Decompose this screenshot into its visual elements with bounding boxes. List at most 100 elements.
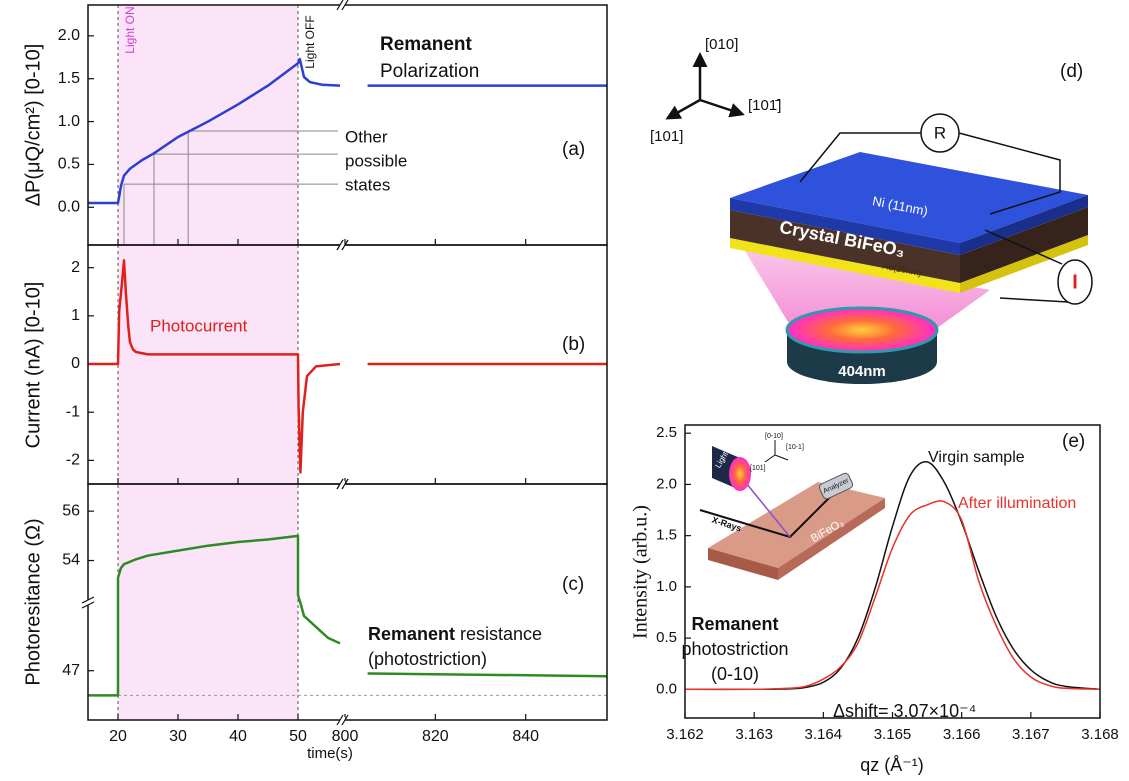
axis-break-mark: [81, 596, 95, 604]
panel-label: (c): [562, 574, 584, 595]
y-tick-label: 1.0: [656, 578, 677, 595]
x-tick-label: 20: [109, 728, 127, 745]
crystal-layer-side: [960, 207, 1088, 283]
inset-label: [10-1]: [786, 444, 804, 451]
axis-break-gap: [340, 2, 345, 8]
y-tick-label: 2: [71, 259, 80, 276]
data-line: [88, 57, 607, 205]
y-tick-label: -2: [66, 452, 80, 469]
panel-label: (d): [1060, 61, 1083, 82]
nickel-layer-front: [730, 198, 960, 255]
x-axis-label: qz (Å⁻¹): [860, 755, 924, 775]
axis-arrow: [665, 98, 701, 120]
axis-arrow: [699, 98, 745, 118]
y-tick-label: 54: [62, 552, 80, 569]
inset-axis: [774, 454, 789, 461]
y-tick-label: 0: [71, 355, 80, 372]
y-axis-label: Intensity (arb.u.): [630, 505, 652, 639]
x-tick-label: 30: [169, 728, 187, 745]
panel-label: (a): [562, 139, 585, 160]
annotation: photostriction: [681, 639, 788, 659]
annotation: resistance: [460, 624, 542, 644]
y-tick-label: 0.0: [656, 680, 677, 697]
y-axis-label: Photoresitance (Ω): [22, 518, 44, 685]
laser-aperture: [785, 306, 939, 354]
axis-break-mark: [341, 478, 349, 490]
inset-label: [0-10]: [765, 433, 783, 440]
axis-break-gap: [340, 242, 345, 248]
axis-label: [101]: [650, 128, 683, 145]
x-tick-label: 3.167: [1012, 726, 1050, 743]
annotation: Remanent: [380, 34, 473, 55]
x-tick-label: 3.166: [943, 726, 981, 743]
plot-frame: [684, 424, 1101, 719]
x-axis-label: time(s): [307, 745, 353, 762]
resistor-label: R: [934, 123, 946, 142]
axis-label: [010]: [705, 36, 738, 53]
y-tick-label: 1.5: [58, 70, 80, 87]
light-cone: [742, 246, 990, 328]
y-axis-label: Current (nA) [0-10]: [22, 282, 44, 449]
wire: [958, 132, 1061, 215]
wire: [999, 297, 1069, 303]
annotation: Remanent: [691, 614, 778, 634]
axis-break-mark: [336, 478, 344, 490]
crystal-layer: [730, 210, 960, 283]
y-tick-label: -1: [66, 403, 80, 420]
nickel-layer-side: [960, 195, 1088, 255]
y-axis-label: ΔP(μQ/cm²) [0-10]: [22, 44, 44, 207]
crystal-diagram: [010] [101] [101̄] (d) Ni (11nm) Crystal…: [650, 36, 1093, 384]
inset-axis: [764, 454, 776, 463]
wire: [984, 229, 1063, 265]
sample-top: [708, 482, 885, 568]
axis-break-gap: [85, 600, 91, 605]
annotation: states: [345, 175, 390, 194]
resistor: [920, 113, 960, 153]
y-tick-label: 2.0: [58, 27, 80, 44]
axis-break-mark: [81, 601, 95, 609]
annotation: (0-10): [711, 664, 759, 684]
series-label: Virgin sample: [928, 449, 1025, 466]
axis-break-mark: [341, 0, 349, 11]
axis-label: [101̄]: [748, 97, 781, 114]
y-tick-label: 0.5: [656, 629, 677, 646]
y-tick-label: 56: [62, 502, 80, 519]
annotation: Photocurrent: [150, 316, 248, 335]
annotation: (photostriction): [368, 649, 487, 669]
annotation: Light OFF: [303, 15, 317, 68]
data-line: [684, 461, 1101, 691]
y-tick-label: 0.5: [58, 156, 80, 173]
y-tick-label: 2.0: [656, 475, 677, 492]
ammeter-label: I: [1072, 271, 1078, 293]
data-line: [88, 534, 608, 697]
annotation: Δshift= 3.07×10⁻⁴: [833, 701, 976, 721]
analyzer: [818, 472, 854, 500]
laser-label: 404nm: [838, 363, 886, 380]
x-tick-label: 3.164: [805, 726, 843, 743]
ammeter: [1057, 259, 1093, 305]
y-tick-label: 47: [62, 662, 80, 679]
x-tick-label: 3.168: [1081, 726, 1119, 743]
axis-break-mark: [336, 0, 344, 11]
annotation: Other: [345, 127, 388, 146]
axis-break-mark: [336, 239, 344, 251]
y-tick-label: 1.0: [58, 113, 80, 130]
y-tick-label: 1: [71, 307, 80, 324]
axis-break-gap: [340, 481, 345, 487]
data-line: [88, 259, 607, 474]
y-tick-label: 2.5: [656, 424, 677, 441]
sample-front: [708, 548, 778, 580]
x-tick-label: 40: [229, 728, 247, 745]
x-tick-label: 820: [422, 728, 449, 745]
x-tick-label: 3.162: [666, 726, 704, 743]
light-on-span: [118, 5, 298, 720]
axis-break-mark: [336, 714, 344, 726]
annotation: Light ON: [123, 6, 137, 53]
y-tick-label: 1.5: [656, 527, 677, 544]
gold-layer-side: [960, 235, 1088, 293]
x-tick-label: 50: [289, 728, 307, 745]
x-tick-label: 800: [332, 728, 359, 745]
x-tick-label: 3.163: [735, 726, 773, 743]
axis-break-gap: [340, 717, 345, 723]
